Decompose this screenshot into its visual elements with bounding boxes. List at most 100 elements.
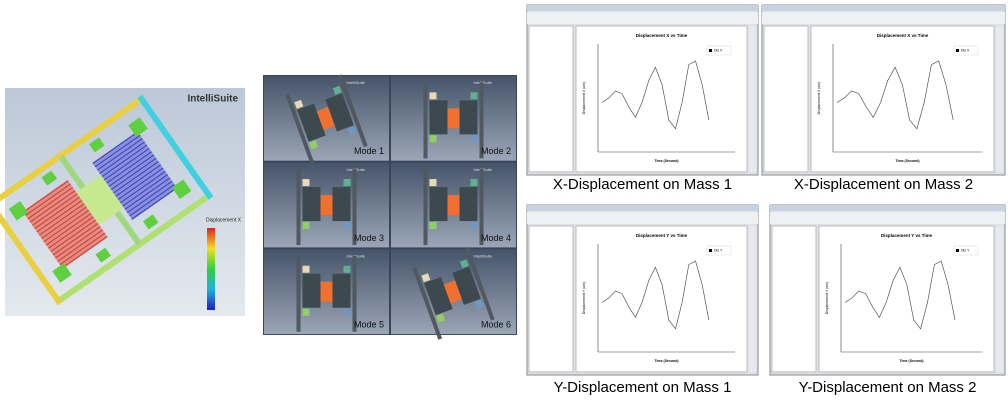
plate xyxy=(452,266,481,305)
tree-panel xyxy=(763,25,809,173)
caption: Y-Displacement on Mass 2 xyxy=(799,379,977,396)
pad xyxy=(429,179,437,187)
mode-tile: IntelliSuite Mode 1 xyxy=(264,74,389,167)
y-axis-label: Displacement Y (um) xyxy=(825,282,829,315)
legend-label: Dis X xyxy=(714,48,723,52)
pad xyxy=(429,135,437,143)
plot-screenshot: Displacement X vs Time Displacement X (um… xyxy=(526,4,759,193)
frame xyxy=(423,82,428,159)
x-axis-label: Time (Second) xyxy=(895,159,919,163)
pad xyxy=(294,99,304,109)
legend-box xyxy=(953,45,979,56)
pad xyxy=(474,299,484,309)
pad xyxy=(302,265,310,273)
pad xyxy=(343,222,351,230)
legend-box xyxy=(953,245,979,256)
frame xyxy=(423,169,428,246)
color-bar xyxy=(207,228,215,310)
side-toolbar xyxy=(749,26,756,172)
mode-label: Mode 1 xyxy=(354,146,384,156)
mode-device xyxy=(296,255,357,332)
pad xyxy=(470,135,478,143)
device xyxy=(0,94,214,306)
plate xyxy=(302,187,321,222)
frame xyxy=(285,93,316,167)
toolbar xyxy=(762,12,1005,24)
toolbar xyxy=(527,12,758,24)
pad xyxy=(470,92,478,100)
y-axis-label: Displacement Y (um) xyxy=(582,282,586,315)
mass xyxy=(320,281,333,302)
plot-title: Displacement X vs Time xyxy=(877,33,929,38)
simulation-panel: IntelliSuite Displacement X xyxy=(0,88,245,316)
plate xyxy=(332,273,351,308)
toolbar xyxy=(527,212,758,224)
mode-device xyxy=(412,247,495,340)
title-bar xyxy=(527,205,758,211)
curve xyxy=(601,60,710,130)
plot-title: Displacement X vs Time xyxy=(636,33,688,38)
mode-label: Mode 6 xyxy=(481,319,511,329)
tree-panel xyxy=(528,25,574,173)
plot-screenshot: Displacement X vs Time Displacement X (um… xyxy=(761,4,1006,193)
pad xyxy=(343,179,351,187)
pad xyxy=(470,179,478,187)
mass xyxy=(447,195,460,216)
frame xyxy=(479,82,484,159)
tree-panel xyxy=(771,225,817,373)
mass xyxy=(447,108,460,129)
pad xyxy=(429,92,437,100)
pad xyxy=(429,222,437,230)
mode-tile: IntelliSuite Mode 6 xyxy=(391,247,516,340)
legend-box xyxy=(706,45,732,56)
pad xyxy=(343,265,351,273)
legend-swatch xyxy=(956,49,959,52)
brand-label: IntelliSuite xyxy=(474,253,493,258)
side-toolbar xyxy=(996,226,1003,372)
plate xyxy=(325,93,354,132)
caption: Y-Displacement on Mass 1 xyxy=(554,379,732,396)
frame xyxy=(296,169,301,246)
frame xyxy=(296,255,301,332)
tree-panel xyxy=(528,225,574,373)
curve xyxy=(601,260,710,330)
x-axis-label: Time (Second) xyxy=(654,159,678,163)
title-bar xyxy=(762,5,1005,11)
pad xyxy=(309,140,319,150)
mode-label: Mode 3 xyxy=(354,233,384,243)
pad xyxy=(302,179,310,187)
legend-swatch xyxy=(709,49,712,52)
caption: X-Displacement on Mass 1 xyxy=(553,176,732,193)
legend-label: Dis Y xyxy=(714,248,723,252)
mass xyxy=(320,195,333,216)
brand-label: IntelliSuite xyxy=(187,94,238,105)
plot-title: Displacement Y vs Time xyxy=(881,233,933,238)
caption: X-Displacement on Mass 2 xyxy=(794,176,973,193)
pad xyxy=(459,259,469,269)
plate xyxy=(297,103,326,142)
frame xyxy=(479,169,484,246)
plate xyxy=(459,187,478,222)
plate xyxy=(429,187,448,222)
pad xyxy=(302,222,310,230)
plot-title: Displacement Y vs Time xyxy=(636,233,688,238)
legend-swatch xyxy=(709,249,712,252)
side-toolbar xyxy=(749,226,756,372)
pad xyxy=(470,222,478,230)
curve xyxy=(836,60,954,130)
legend-title: Displacement X xyxy=(206,217,242,223)
mode-device xyxy=(285,74,368,167)
frame xyxy=(412,266,443,340)
x-axis-label: Time (Second) xyxy=(899,359,923,363)
plate xyxy=(332,187,351,222)
curve xyxy=(844,260,956,330)
pad xyxy=(436,313,446,323)
plot-screenshot: Displacement Y vs Time Displacement Y (um… xyxy=(526,204,759,396)
legend-box xyxy=(706,245,732,256)
y-axis-label: Displacement X (um) xyxy=(817,82,821,115)
side-toolbar xyxy=(996,26,1003,172)
pad xyxy=(421,273,431,283)
